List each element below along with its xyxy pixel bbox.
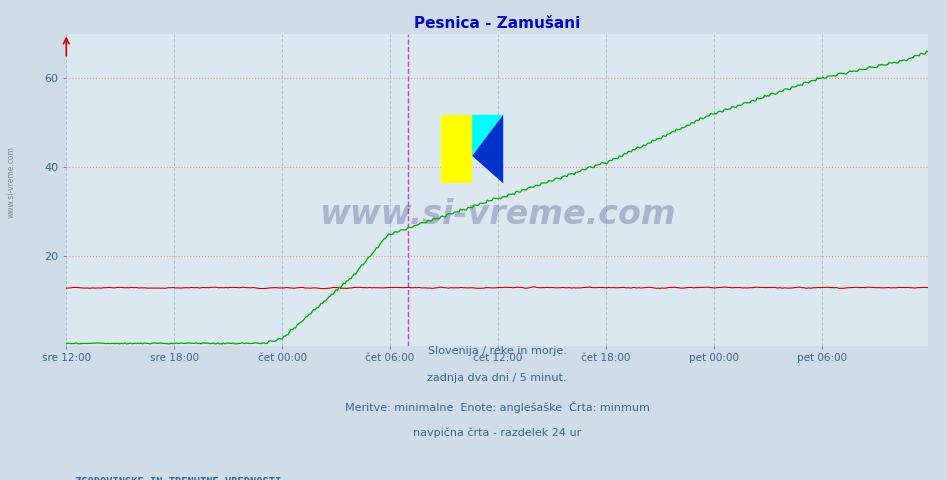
Text: navpična črta - razdelek 24 ur: navpična črta - razdelek 24 ur <box>413 428 581 438</box>
Polygon shape <box>473 115 503 156</box>
Text: Meritve: minimalne  Enote: anglešaške  Črta: minmum: Meritve: minimalne Enote: anglešaške Črt… <box>345 400 650 412</box>
Text: zadnja dva dni / 5 minut.: zadnja dva dni / 5 minut. <box>427 373 567 383</box>
Text: Slovenija / reke in morje.: Slovenija / reke in morje. <box>428 346 566 356</box>
Text: www.si-vreme.com: www.si-vreme.com <box>319 198 675 231</box>
Text: ZGODOVINSKE IN TRENUTNE VREDNOSTI: ZGODOVINSKE IN TRENUTNE VREDNOSTI <box>75 477 281 480</box>
Text: www.si-vreme.com: www.si-vreme.com <box>7 146 16 218</box>
Polygon shape <box>473 115 503 183</box>
Bar <box>441 115 473 183</box>
Title: Pesnica - Zamušani: Pesnica - Zamušani <box>414 16 581 31</box>
